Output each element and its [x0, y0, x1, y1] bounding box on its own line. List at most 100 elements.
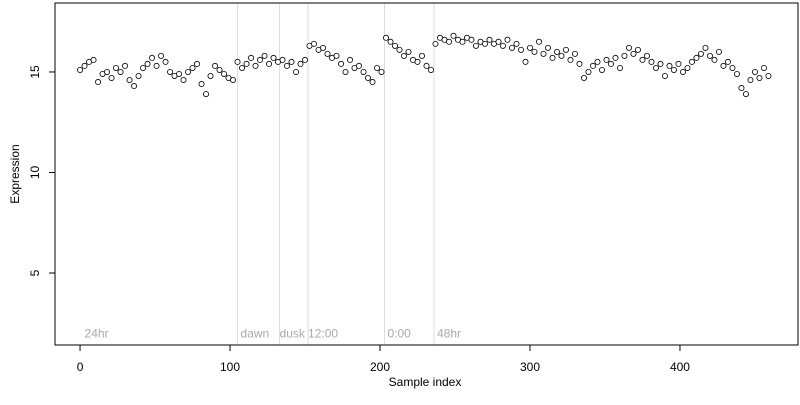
- data-point: [167, 68, 174, 75]
- data-point: [639, 56, 646, 63]
- data-point: [445, 38, 452, 45]
- data-point: [270, 54, 277, 61]
- data-point: [711, 56, 718, 63]
- data-point: [383, 34, 390, 41]
- data-point: [342, 68, 349, 75]
- data-point: [423, 62, 430, 69]
- data-point: [144, 60, 151, 67]
- data-point: [670, 66, 677, 73]
- x-tick-label: 300: [520, 360, 540, 374]
- data-point: [243, 60, 250, 67]
- data-point: [517, 46, 524, 53]
- data-point: [742, 91, 749, 98]
- data-point: [198, 81, 205, 88]
- data-point: [414, 58, 421, 65]
- data-point: [396, 46, 403, 53]
- x-tick-label: 200: [370, 360, 390, 374]
- data-point: [347, 56, 354, 63]
- data-point: [95, 79, 102, 86]
- data-point: [261, 52, 268, 59]
- data-point: [607, 60, 614, 67]
- data-point: [162, 58, 169, 65]
- data-point: [706, 52, 713, 59]
- data-point: [419, 52, 426, 59]
- data-point: [392, 42, 399, 49]
- data-point: [481, 40, 488, 47]
- data-point: [401, 52, 408, 59]
- data-point: [378, 68, 385, 75]
- data-point: [126, 77, 133, 84]
- data-point: [122, 62, 129, 69]
- data-point: [648, 58, 655, 65]
- data-point: [369, 79, 376, 86]
- data-point: [207, 72, 214, 79]
- data-point: [571, 50, 578, 57]
- x-tick-label: 100: [220, 360, 240, 374]
- data-point: [504, 36, 511, 43]
- data-point: [387, 38, 394, 45]
- data-point: [230, 77, 237, 84]
- data-point: [688, 58, 695, 65]
- data-point: [288, 58, 295, 65]
- data-point: [756, 74, 763, 81]
- data-point: [621, 52, 628, 59]
- data-point: [135, 72, 142, 79]
- data-point: [562, 46, 569, 53]
- x-axis-label: Sample index: [389, 375, 462, 389]
- y-tick-label: 10: [28, 165, 42, 179]
- data-point: [472, 42, 479, 49]
- data-point: [239, 64, 246, 71]
- data-point: [679, 68, 686, 75]
- data-point: [297, 60, 304, 67]
- x-tick-label: 0: [77, 360, 84, 374]
- data-point: [589, 62, 596, 69]
- data-point: [751, 68, 758, 75]
- data-point: [630, 50, 637, 57]
- annotation: 48hr: [437, 326, 461, 340]
- data-point: [104, 68, 111, 75]
- data-point: [675, 60, 682, 67]
- data-point: [77, 66, 84, 73]
- data-point: [158, 52, 165, 59]
- data-point: [113, 64, 120, 71]
- data-point: [468, 36, 475, 43]
- data-point: [553, 48, 560, 55]
- data-point: [666, 62, 673, 69]
- data-point: [544, 44, 551, 51]
- data-point: [733, 70, 740, 77]
- data-point: [180, 77, 187, 84]
- annotation: 24hr: [85, 326, 109, 340]
- plot-frame: [54, 2, 799, 346]
- data-point: [702, 44, 709, 51]
- data-point: [760, 64, 767, 71]
- data-point: [333, 52, 340, 59]
- data-point: [405, 48, 412, 55]
- y-tick-label: 5: [28, 269, 42, 276]
- data-point: [634, 46, 641, 53]
- data-point: [279, 56, 286, 63]
- data-point: [302, 56, 309, 63]
- data-point: [176, 70, 183, 77]
- data-point: [194, 60, 201, 67]
- data-point: [657, 60, 664, 67]
- data-point: [693, 54, 700, 61]
- data-point: [652, 64, 659, 71]
- data-point: [432, 40, 439, 47]
- data-point: [320, 44, 327, 51]
- data-point: [724, 58, 731, 65]
- data-point: [715, 48, 722, 55]
- data-point: [324, 50, 331, 57]
- data-point: [360, 68, 367, 75]
- data-point: [185, 68, 192, 75]
- data-point: [603, 56, 610, 63]
- data-point: [576, 60, 583, 67]
- data-point: [459, 38, 466, 45]
- data-point: [365, 74, 372, 81]
- data-point: [374, 64, 381, 71]
- data-point: [356, 62, 363, 69]
- data-point: [585, 68, 592, 75]
- data-point: [616, 64, 623, 71]
- data-point: [661, 72, 668, 79]
